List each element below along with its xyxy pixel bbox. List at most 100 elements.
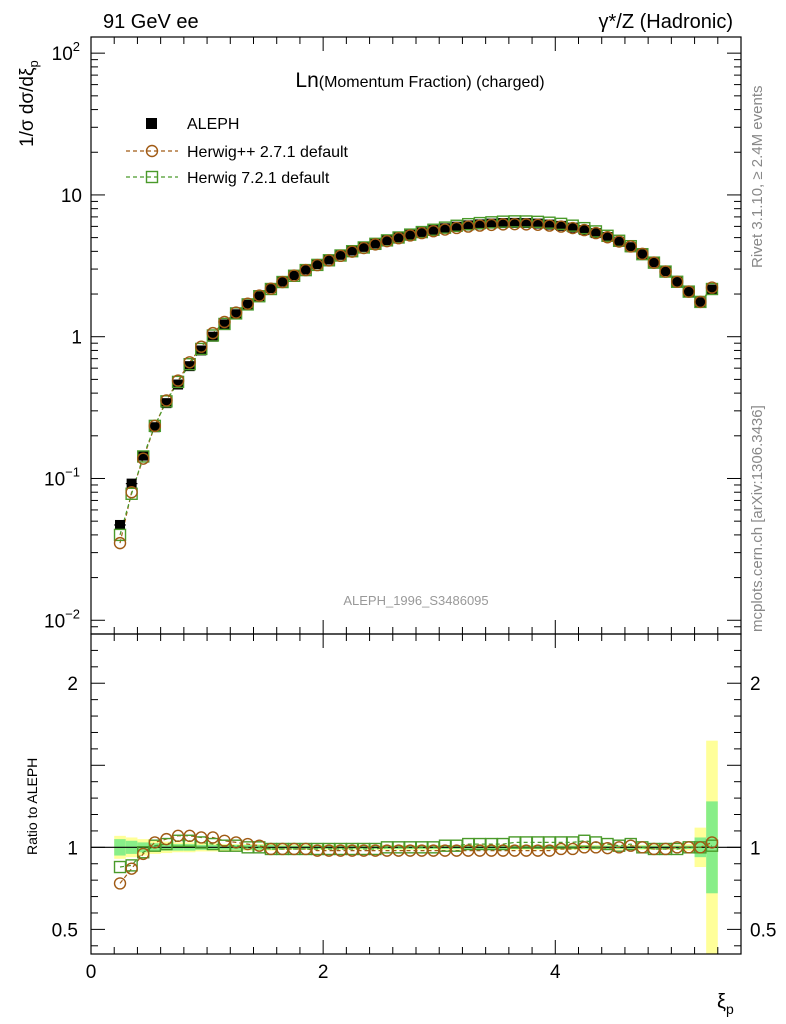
side-text-top: Rivet 3.1.10, ≥ 2.4M events [749,86,766,269]
herwigpp-point [647,256,661,269]
herwigpp-point [264,282,278,295]
aleph-point [567,222,578,233]
aleph-point [196,345,207,356]
herwigpp-point [682,285,695,298]
ratio-herwigpp-point [113,877,127,890]
aleph-point [695,297,706,308]
ratio-y-tick-label: 1 [67,838,78,859]
herwigpp-point [276,275,289,289]
aleph-point [544,219,555,230]
legend-label-herwigpp: Herwig++ 2.7.1 default [187,144,349,161]
herwigpp-point [253,289,266,302]
herwigpp-point [218,315,231,329]
ratio-herwig7-point [125,859,138,872]
aleph-point [207,331,218,342]
top-ylabel: 1/σ dσ/dξp [17,60,41,147]
legend-marker-herwigpp [145,144,159,158]
ratio-herwigpp-point [566,842,579,856]
aleph-point [683,286,694,297]
aleph-point [312,259,323,270]
legend-marker-aleph [146,118,157,129]
aleph-point [370,238,381,249]
aleph-point [428,225,439,236]
herwigpp-point [624,240,637,253]
herwigpp-point [148,419,162,433]
aleph-point [184,361,195,372]
top-axes: 10−2 10−1 1 10 102 [44,37,742,635]
chart-title: Ln(Momentum Fraction) (charged) [295,69,544,92]
x-tick-label: 2 [318,962,329,983]
herwigpp-point [206,326,220,340]
header-left: 91 GeV ee [103,11,199,33]
ratio-herwigpp-point [543,844,556,857]
x-tick-label: 4 [550,962,561,983]
herwigpp-point [705,281,719,294]
ratio-ylabel: Ratio to ALEPH [24,758,40,855]
y-tick-label: 10−2 [44,606,80,632]
y-tick-label: 102 [52,39,80,65]
aleph-point [579,225,590,236]
aleph-point [219,319,230,330]
herwigpp-point [229,306,243,319]
y-tick-label: 1 [71,328,82,349]
aleph-point [358,241,369,252]
legend-label-aleph: ALEPH [187,116,239,133]
herwigpp-point [125,486,138,499]
ratio-herwigpp-point [183,829,196,843]
herwigpp-point [137,452,150,465]
aleph-point [138,450,149,461]
aleph-point [463,220,474,231]
ratio-y-tick-label: 2 [67,674,78,695]
aleph-point [672,276,683,287]
aleph-point [335,249,346,260]
aleph-point [637,249,648,260]
aleph-point [648,257,659,268]
aleph-point [556,220,567,231]
ratio-series-markers [113,829,719,890]
aleph-point [115,519,126,530]
ratio-y-tick-label-right: 2 [750,674,761,695]
aleph-point [706,284,717,295]
ratio-herwig7-point [705,839,719,852]
ratio-y-tick-label-right: 0.5 [750,920,776,941]
herwigpp-point [241,297,254,310]
herwigpp-point [183,356,196,369]
ratio-herwigpp-point [125,862,138,875]
ratio-plot-frame [90,633,742,955]
series-line-herwig7 [119,220,713,536]
aleph-point [126,478,137,489]
aleph-point [242,299,253,310]
ratio-herwigpp-point [705,836,719,849]
legend-marker-herwig7 [145,170,159,184]
y-tick-label: 10−1 [44,464,80,490]
herwigpp-point [113,536,127,550]
herwigpp-point [694,295,707,309]
aleph-point [405,229,416,240]
aleph-point [381,235,392,246]
aleph-point [289,270,300,281]
top-series-markers [113,215,719,550]
aleph-point [347,245,358,256]
aleph-point [440,223,451,234]
aleph-point [486,218,497,229]
ratio-herwigpp-point [137,847,150,861]
aleph-point [254,291,265,302]
herwigpp-point [160,394,173,407]
aleph-point [660,266,671,277]
aleph-point [277,276,288,287]
aleph-point [590,228,601,239]
y-tick-label: 10 [61,186,82,207]
legend-label-herwig7: Herwig 7.2.1 default [187,170,330,187]
herwigpp-point [636,247,649,261]
aleph-point [231,309,242,320]
watermark-label: ALEPH_1996_S3486095 [343,593,488,608]
aleph-point [416,227,427,238]
ratio-y-tick-label: 0.5 [52,920,78,941]
aleph-point [323,254,334,265]
aleph-point [532,218,543,229]
aleph-point [625,242,636,253]
aleph-point [161,398,172,409]
series-line-herwigpp [119,223,713,544]
aleph-point [521,218,532,229]
